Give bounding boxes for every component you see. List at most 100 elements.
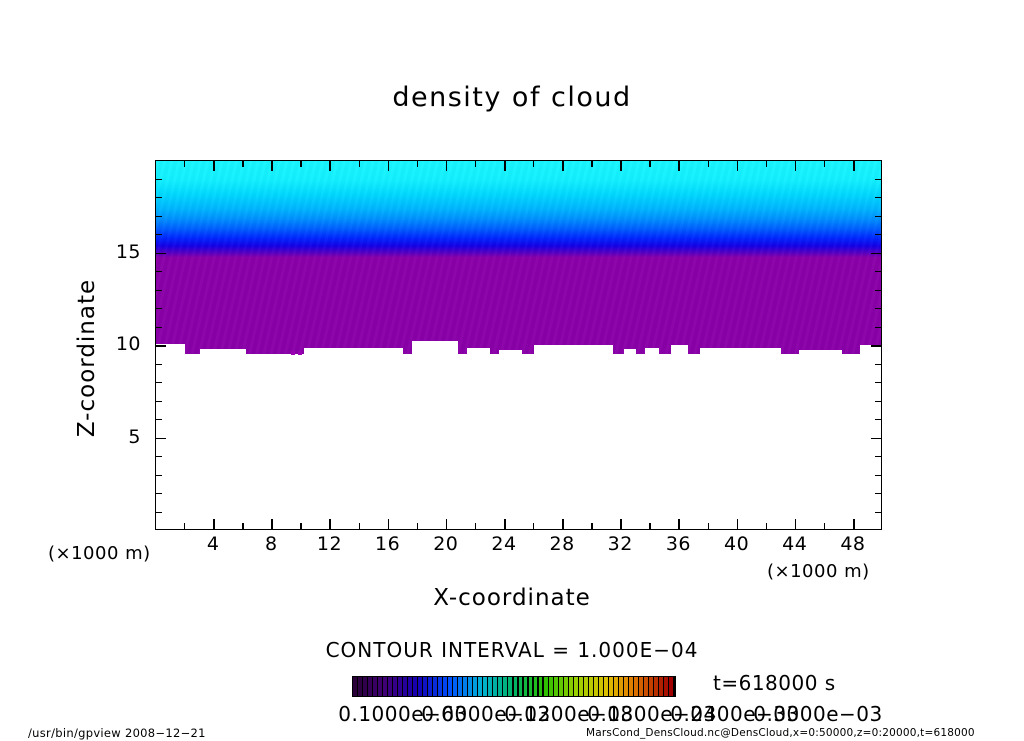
colorbar-cell (428, 677, 433, 696)
y-tick-left (155, 493, 162, 495)
x-tick-top (852, 160, 855, 171)
x-tick-top (242, 160, 244, 167)
x-tick-label: 16 (375, 533, 401, 555)
x-tick-bottom (852, 519, 855, 530)
y-tick-right (875, 197, 882, 199)
cloud-base-notch (467, 348, 491, 358)
contour-field (156, 161, 881, 529)
colorbar-cell (558, 677, 563, 696)
x-tick-top (678, 160, 681, 171)
colorbar-cell (623, 677, 628, 696)
colorbar-cell (488, 677, 493, 696)
y-tick-label: 15 (115, 240, 141, 263)
cloud-base-notch (644, 348, 660, 358)
cloud-base-notch (534, 345, 613, 358)
contour-interval-label: CONTOUR INTERVAL = 1.000E−04 (325, 638, 699, 662)
x-tick-bottom (416, 523, 419, 530)
colorbar-cell (463, 677, 468, 696)
colorbar-cell (373, 677, 377, 696)
colorbar-cell (533, 677, 538, 696)
colorbar[interactable] (352, 676, 676, 697)
colorbar-cell (588, 677, 593, 696)
colorbar-cell (383, 677, 387, 696)
y-tick-left (155, 271, 162, 273)
x-tick-top (794, 160, 797, 171)
x-tick-bottom (620, 519, 622, 530)
x-tick-top (736, 160, 739, 171)
y-tick-right (875, 419, 882, 421)
colorbar-cell (593, 677, 598, 696)
y-tick-right (875, 271, 882, 273)
colorbar-cell (498, 677, 503, 696)
x-tick-top (707, 160, 709, 167)
y-tick-right (875, 178, 882, 180)
colorbar-cell (413, 677, 418, 696)
x-tick-label: 32 (607, 533, 633, 555)
y-tick-label: 10 (115, 333, 141, 355)
colorbar-tick-labels: 0.1000e−03 0.6000e−03 0.1200e−03 0.1800e−03… (0, 702, 1024, 728)
x-tick-bottom (213, 519, 215, 530)
plot-area[interactable] (155, 160, 882, 530)
colorbar-cell (573, 677, 578, 696)
colorbar-cell (603, 677, 608, 696)
x-tick-top (620, 160, 622, 171)
x-tick-label: 24 (491, 533, 517, 555)
x-tick-bottom (329, 519, 332, 530)
colorbar-cell (548, 677, 553, 696)
x-tick-label: 48 (840, 533, 866, 555)
cloud-speck (291, 351, 296, 355)
x-tick-top (445, 160, 448, 171)
colorbar-cell (583, 677, 588, 696)
y-tick-right (875, 289, 882, 291)
colorbar-tick-label: 0.3000e−03 (753, 702, 883, 726)
colorbar-cell (423, 677, 428, 696)
colorbar-cell (538, 677, 543, 696)
y-tick-right (875, 326, 882, 328)
x-tick-top (591, 160, 593, 167)
y-tick-left (155, 437, 166, 440)
x-tick-bottom (358, 523, 360, 530)
colorbar-cell (453, 677, 458, 696)
y-tick-right (875, 456, 882, 458)
x-tick-top (765, 160, 768, 167)
colorbar-cell (553, 677, 558, 696)
colorbar-tick-label: 0.1000e−03 (338, 702, 468, 726)
y-tick-right (875, 493, 882, 495)
colorbar-cell (518, 677, 523, 696)
colorbar-cell (633, 677, 638, 696)
y-tick-left (155, 308, 162, 310)
y-tick-left (155, 178, 162, 180)
x-tick-label: 20 (433, 533, 459, 555)
x-tick-label: 40 (724, 533, 750, 555)
x-tick-bottom (242, 523, 244, 530)
cloud-base-notch (499, 350, 523, 358)
colorbar-tick-label: 0.1800e−03 (587, 702, 717, 726)
colorbar-tick-label: 0.1200e−03 (504, 702, 634, 726)
cloud-base-notch (624, 349, 636, 358)
x-tick-top (387, 160, 390, 171)
y-tick-left (155, 252, 166, 255)
colorbar-cell (563, 677, 568, 696)
colorbar-cell (508, 677, 513, 696)
y-tick-left (155, 511, 162, 513)
colorbar-cell (543, 677, 548, 696)
x-tick-top (533, 160, 535, 167)
colorbar-cell (473, 677, 478, 696)
below-cloud-blank (156, 354, 881, 529)
y-tick-right (875, 382, 882, 384)
y-tick-left (155, 197, 162, 199)
x-tick-label: 36 (665, 533, 692, 555)
colorbar-cell (388, 677, 393, 696)
y-tick-left (155, 289, 162, 291)
colorbar-cell (368, 677, 372, 696)
colorbar-cell (493, 677, 498, 696)
colorbar-cell (468, 677, 473, 696)
colorbar-cell (458, 677, 463, 696)
page-title: density of cloud (392, 82, 632, 113)
x-tick-bottom (503, 519, 506, 530)
y-tick-left (155, 345, 166, 347)
y-tick-right (871, 345, 882, 347)
contour-gradient (156, 161, 881, 354)
colorbar-gradient (352, 676, 676, 697)
